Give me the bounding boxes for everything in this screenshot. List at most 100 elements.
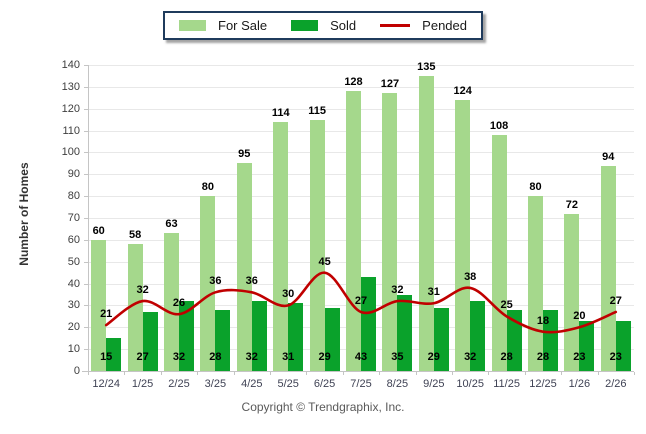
x-axis-tick [634,372,635,375]
x-axis-tick [124,372,126,375]
y-axis-tick [84,349,88,351]
y-axis-tick-label: 140 [61,59,80,71]
x-axis-tick [306,372,308,375]
bar-sold [615,320,631,371]
pended-value-label: 36 [245,275,258,288]
for-sale-value-label: 128 [344,76,363,89]
y-axis-tick [84,108,88,110]
bar-for-sale [273,121,289,371]
x-axis-tick [488,372,490,375]
pended-value-label: 20 [573,310,586,323]
for-sale-value-label: 94 [602,150,615,163]
for-sale-value-label: 80 [529,181,542,194]
x-axis-tick [270,372,271,375]
pended-line-swatch-icon [380,24,411,27]
x-axis-tick [160,372,162,375]
bar-sold [579,320,595,371]
for-sale-value-label: 60 [92,224,105,237]
copyright-text: Copyright © Trendgraphix, Inc. [241,400,405,414]
sold-value-label: 28 [500,351,513,363]
pended-value-label: 36 [209,275,222,288]
gridline [88,86,634,88]
sold-value-label: 28 [536,351,550,363]
x-axis-tick [597,372,599,375]
y-axis-tick [84,174,88,176]
x-axis-tick-label: 12/25 [529,378,557,390]
y-axis-tick-label: 0 [73,365,80,377]
x-axis-tick [233,372,235,375]
y-axis-tick-label: 110 [62,124,80,137]
y-axis-tick [84,196,88,198]
x-axis-line [82,371,634,372]
gridline [88,152,634,154]
y-axis-tick-label: 50 [67,255,80,268]
for-sale-value-label: 108 [489,119,509,132]
gridline [88,239,634,241]
bar-for-sale [564,213,580,371]
sold-value-label: 32 [464,351,477,363]
y-axis-tick [84,65,88,66]
for-sale-swatch-icon [179,20,206,31]
y-axis-tick-label: 10 [67,343,80,356]
for-sale-value-label: 72 [565,198,579,211]
for-sale-value-label: 80 [201,181,215,194]
x-axis-tick-label: 1/25 [131,378,154,390]
x-axis-tick-label: 3/25 [204,378,227,390]
gridline [88,174,634,176]
x-axis-tick [197,372,199,375]
y-axis-tick-label: 130 [61,80,80,93]
sold-value-label: 43 [354,351,368,363]
gridline [88,218,634,219]
bar-for-sale [491,134,507,371]
y-axis-tick-label: 100 [61,146,80,159]
legend: For Sale Sold Pended [163,11,483,40]
y-axis-tick-label: 60 [67,233,80,246]
y-axis-tick-label: 30 [67,299,80,312]
bar-sold [106,338,122,371]
sold-value-label: 27 [136,351,149,363]
x-axis-tick [561,372,563,375]
x-axis-tick-label: 2/26 [605,378,627,390]
pended-value-label: 27 [354,294,368,307]
x-axis-tick-label: 8/25 [386,378,409,390]
y-axis-tick-label: 20 [67,321,80,334]
sold-value-label: 32 [245,351,258,363]
bar-for-sale [382,93,398,371]
y-axis-tick [84,261,88,263]
gridline [88,65,634,66]
x-axis-tick-label: 11/25 [493,378,520,390]
pended-value-label: 18 [536,314,550,327]
y-axis-tick [84,130,88,132]
bar-for-sale [600,165,616,371]
y-axis-tick [84,152,88,154]
x-axis-tick-label: 7/25 [350,378,372,390]
legend-label-pended: Pended [422,18,467,33]
y-axis-tick [84,327,88,329]
y-axis-tick [84,86,88,88]
y-axis-tick [84,283,88,285]
x-axis-tick [342,372,344,375]
x-axis-tick-label: 2/25 [168,378,190,390]
for-sale-value-label: 115 [308,104,326,117]
sold-value-label: 23 [573,351,586,363]
bar-for-sale [455,99,471,371]
bar-for-sale [418,75,434,371]
y-axis-tick-label: 80 [67,190,80,203]
x-axis-tick [379,372,381,375]
pended-value-label: 21 [100,308,113,321]
bar-for-sale [309,119,325,371]
for-sale-value-label: 63 [165,218,178,231]
x-axis-tick-label: 9/25 [423,378,445,390]
for-sale-value-label: 114 [271,106,290,119]
bar-for-sale [91,239,107,371]
y-axis-tick-label: 70 [67,212,80,224]
y-axis-tick [84,239,88,241]
gridline [88,108,634,110]
x-axis-tick-label: 5/25 [277,378,299,390]
y-axis-tick [84,218,88,219]
x-axis-tick [415,372,417,375]
pended-value-label: 38 [464,270,477,283]
x-axis-tick-label: 6/25 [313,378,336,390]
